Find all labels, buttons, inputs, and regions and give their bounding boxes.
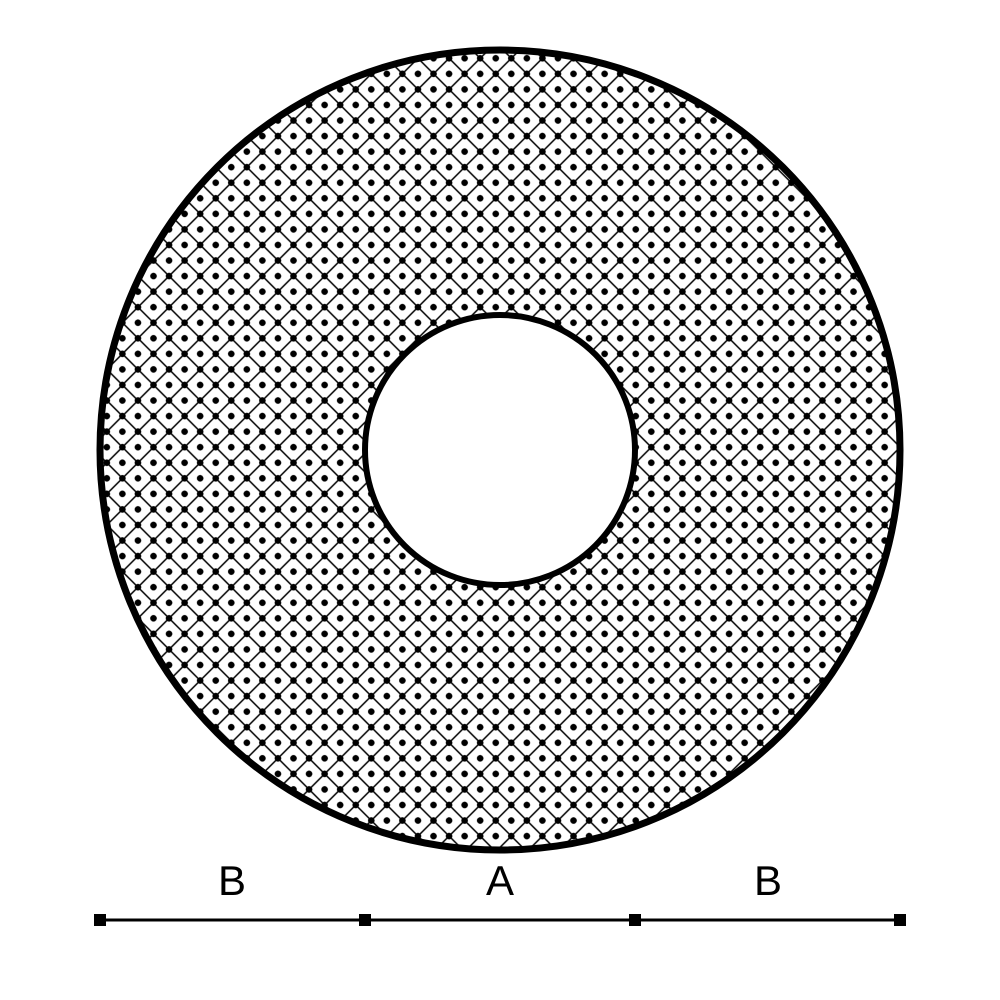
dimension-tick: [94, 914, 106, 926]
annulus-hatched-area: [100, 50, 900, 850]
dimension-label-B_right: B: [754, 857, 782, 904]
annulus-diagram: BAB: [0, 0, 1000, 1000]
dimension-tick: [894, 914, 906, 926]
inner-circle: [365, 315, 635, 585]
dimension-tick: [629, 914, 641, 926]
dimension-tick: [359, 914, 371, 926]
dimension-label-B_left: B: [218, 857, 246, 904]
dimension-label-A_mid: A: [486, 857, 514, 904]
